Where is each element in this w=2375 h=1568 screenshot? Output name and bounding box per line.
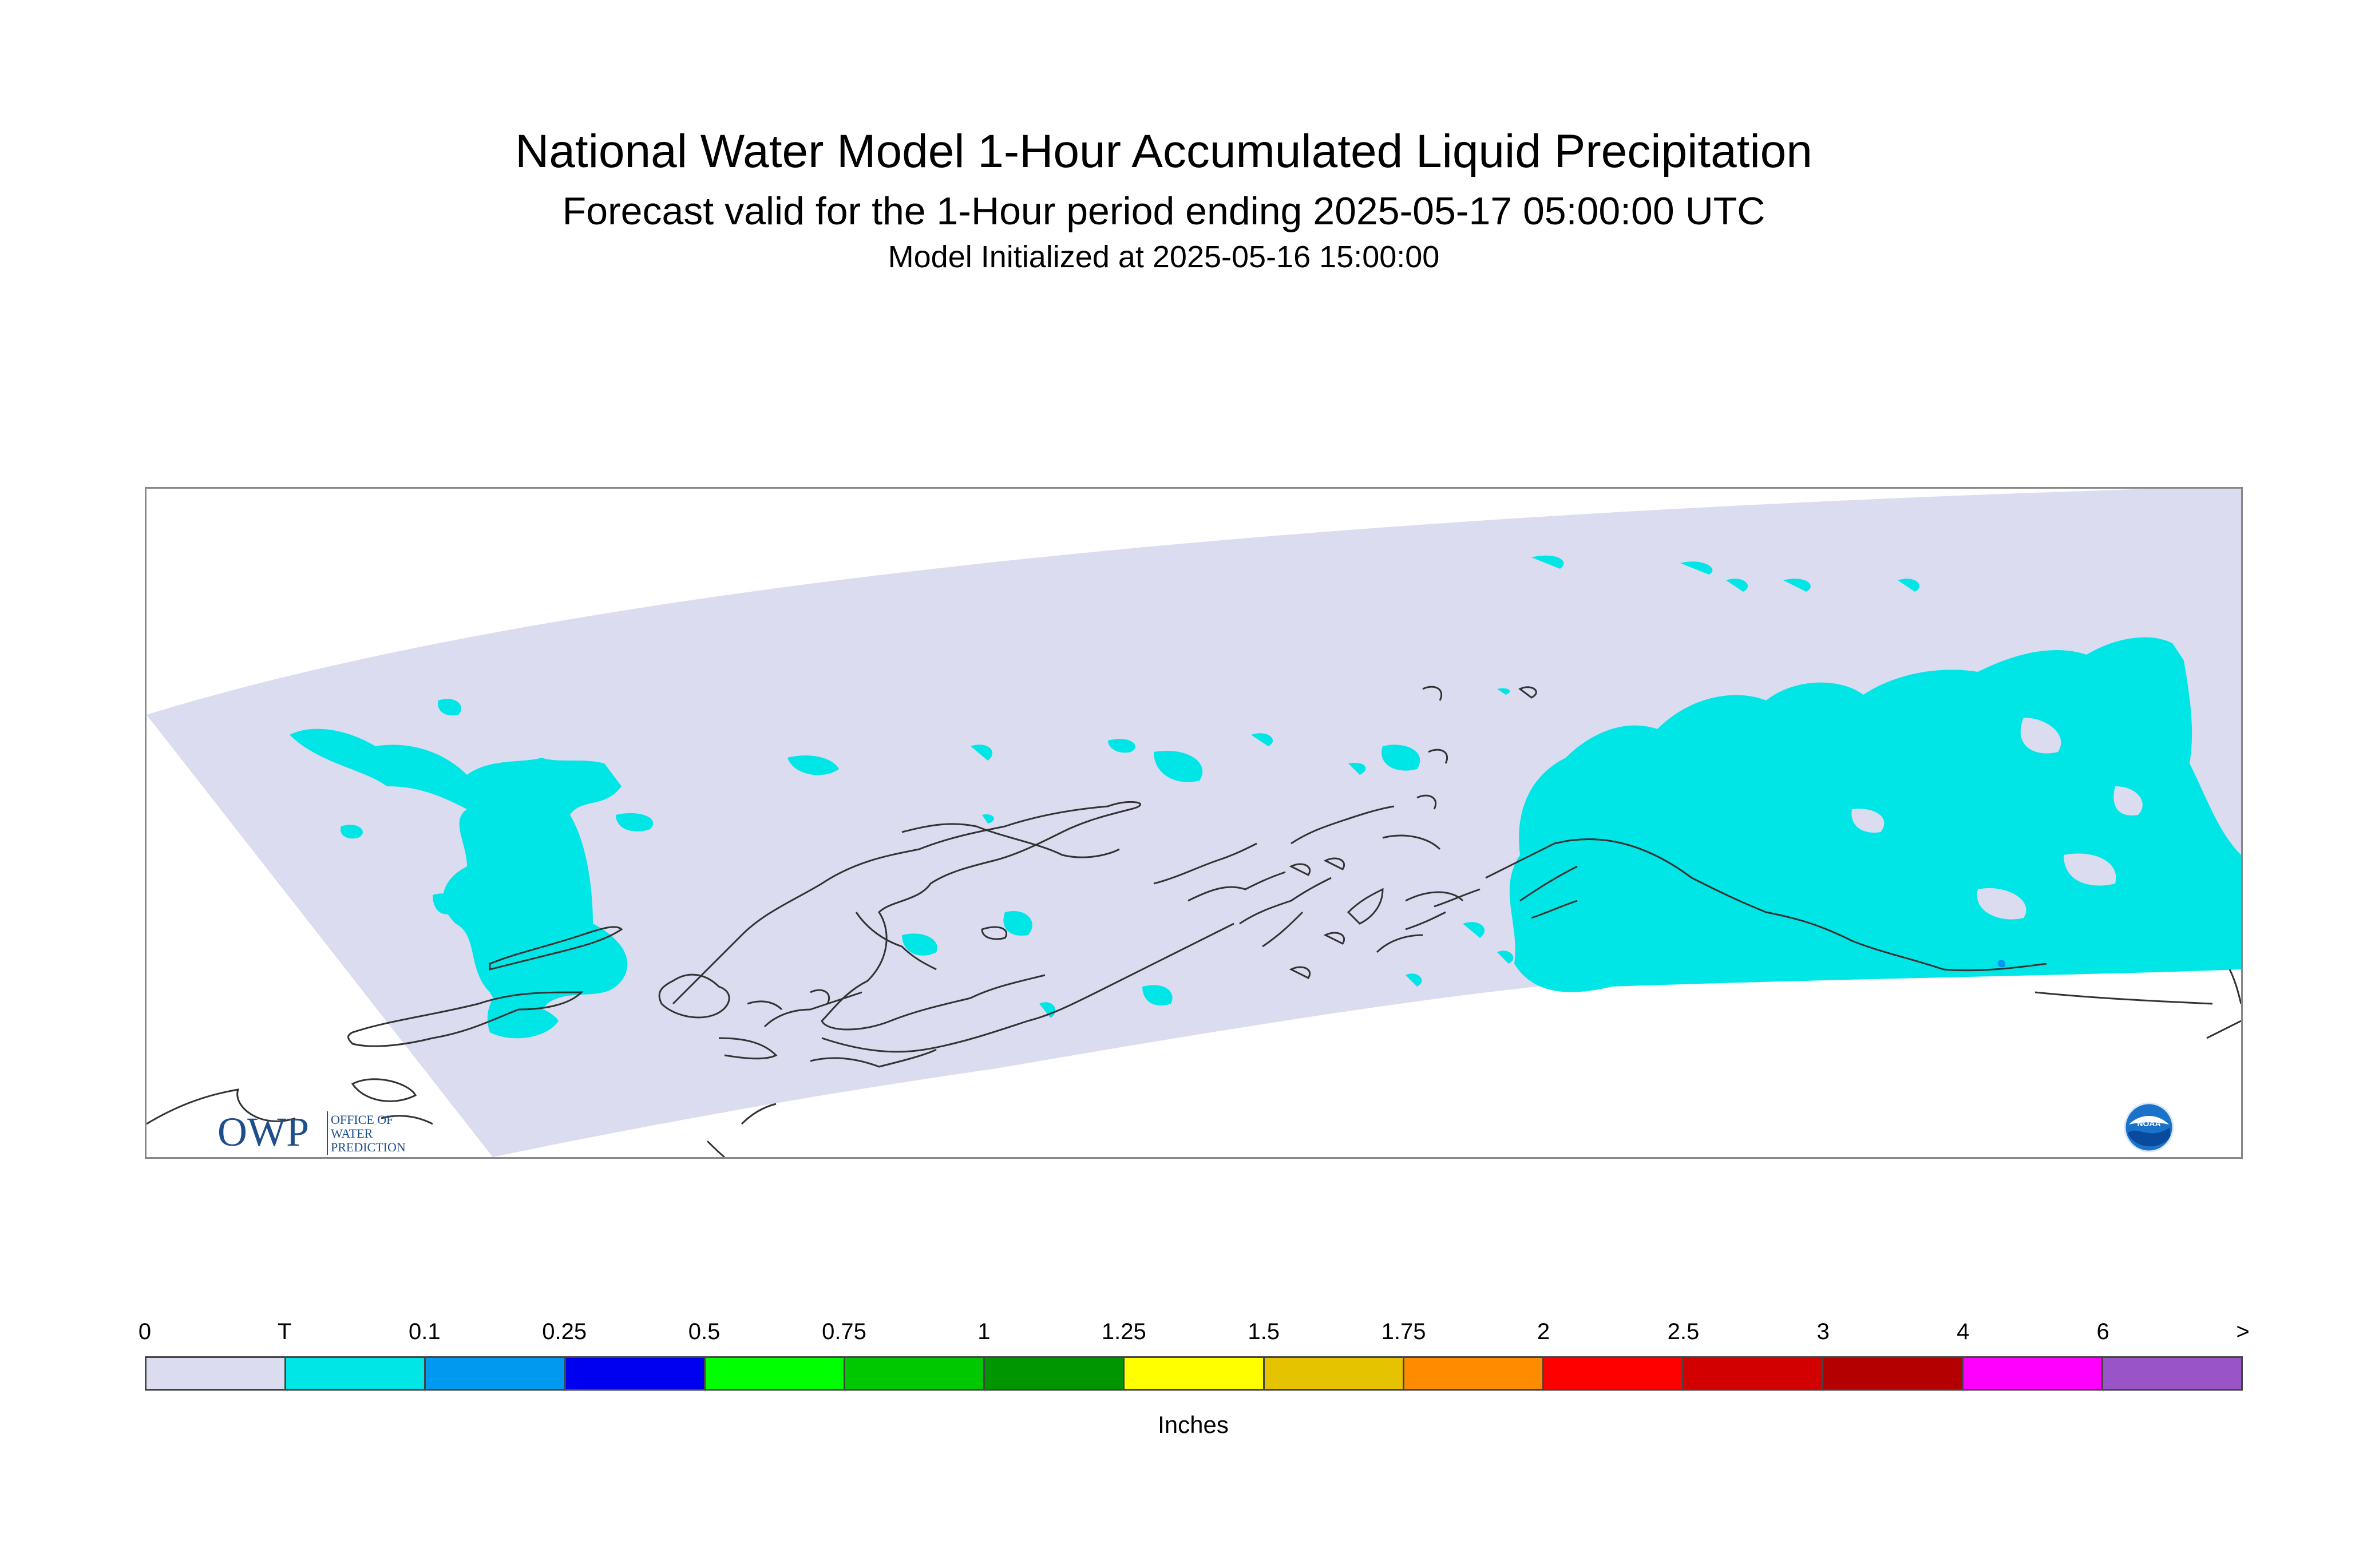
owp-logo: OWP OFFICE OF WATER PREDICTION [217, 1104, 423, 1165]
map-title: National Water Model 1-Hour Accumulated … [515, 125, 1812, 177]
svg-text:NOAA: NOAA [2137, 1119, 2160, 1128]
legend-swatch [147, 1358, 287, 1389]
noaa-logo: NOAA [2123, 1102, 2175, 1156]
map-subtitle: Forecast valid for the 1-Hour period end… [562, 189, 1766, 233]
color-legend [145, 1356, 2243, 1391]
legend-tick-label: 1.75 [1381, 1319, 1426, 1344]
legend-swatch [985, 1358, 1125, 1389]
legend-tick-label: 6 [2096, 1319, 2109, 1344]
legend-tick-label: 4 [1957, 1319, 1970, 1344]
legend-tick-label: 1.5 [1248, 1319, 1280, 1344]
legend-units-label: Inches [1158, 1411, 1229, 1438]
legend-tick-label: 1.25 [1101, 1319, 1146, 1344]
model-init-time: Model Initialized at 2025-05-16 15:00:00 [888, 240, 1440, 274]
legend-swatch [1264, 1358, 1404, 1389]
legend-swatch [1684, 1358, 1824, 1389]
legend-tick-label: 0.75 [822, 1319, 866, 1344]
legend-tick-label: > [2236, 1319, 2250, 1344]
legend-swatch [286, 1358, 426, 1389]
legend-tick-label: 2.5 [1667, 1319, 1700, 1344]
legend-tick-label: 0.25 [542, 1319, 587, 1344]
legend-tick-label: T [278, 1319, 292, 1344]
legend-swatch [565, 1358, 706, 1389]
legend-tick-label: 0.5 [688, 1319, 721, 1344]
legend-swatch [1963, 1358, 2103, 1389]
legend-swatch [1125, 1358, 1265, 1389]
precip-light-spot [1997, 960, 2006, 968]
legend-swatch [1544, 1358, 1684, 1389]
legend-swatch [426, 1358, 566, 1389]
precip-trace-areas [290, 555, 2241, 1039]
legend-swatch [1404, 1358, 1545, 1389]
legend-tick-label: 0.1 [408, 1319, 441, 1344]
legend-swatch [2103, 1358, 2242, 1389]
legend-swatch [705, 1358, 846, 1389]
legend-swatch [1823, 1358, 1964, 1389]
legend-tick-label: 3 [1816, 1319, 1830, 1344]
legend-tick-label: 2 [1537, 1319, 1550, 1344]
svg-text:OFFICE OF: OFFICE OF [331, 1112, 393, 1127]
outside-domain-area [493, 968, 2241, 1157]
map-panel[interactable] [145, 487, 2243, 1159]
legend-swatch [845, 1358, 985, 1389]
coastlines [147, 686, 2241, 1157]
svg-text:PREDICTION: PREDICTION [331, 1140, 406, 1154]
owp-logo-mark: OWP [217, 1109, 309, 1155]
svg-text:WATER: WATER [331, 1126, 373, 1141]
precipitation-map [147, 489, 2241, 1157]
legend-tick-label: 0 [138, 1319, 152, 1344]
legend-tick-label: 1 [977, 1319, 991, 1344]
